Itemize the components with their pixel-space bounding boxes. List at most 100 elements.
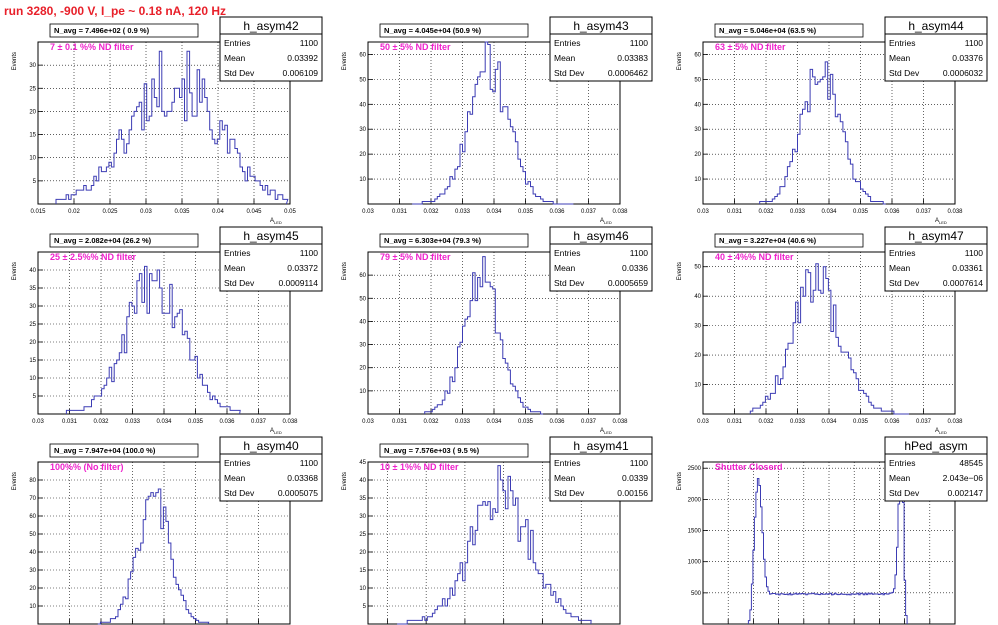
histogram-name: h_asym44 bbox=[908, 19, 964, 33]
x-tick-label: 0.033 bbox=[790, 419, 806, 425]
y-tick-label: 20 bbox=[359, 152, 366, 158]
x-tick-label: 0.032 bbox=[758, 209, 774, 215]
x-tick-label: 0.037 bbox=[581, 209, 597, 215]
header-box bbox=[49, 443, 199, 458]
stat-value: 1100 bbox=[300, 248, 319, 258]
x-axis-title: A bbox=[600, 428, 604, 434]
histogram-line bbox=[412, 41, 574, 205]
y-tick-label: 60 bbox=[29, 514, 36, 520]
x-tick-label: 0.038 bbox=[947, 209, 963, 215]
x-axis-title: A bbox=[935, 218, 939, 224]
y-tick-label: 20 bbox=[359, 366, 366, 372]
histogram-panel-h_asym46: 0.03 0.031 0.032 0.033 0.034 0.035 0.036 0.037 0… bbox=[342, 226, 653, 435]
y-tick-label: 40 bbox=[359, 478, 366, 484]
x-tick-label: 0.03 bbox=[32, 419, 44, 425]
stat-value: 0.0006032 bbox=[943, 68, 983, 78]
stat-value: 0.0005659 bbox=[608, 278, 648, 288]
y-tick-label: 40 bbox=[29, 268, 36, 274]
filter-annotation: 10 ± 1%% ND filter bbox=[380, 462, 459, 472]
stat-label: Entries bbox=[554, 458, 580, 468]
histogram-line bbox=[65, 265, 241, 415]
x-tick-label: 0.036 bbox=[219, 419, 235, 425]
x-tick-label: 0.036 bbox=[884, 419, 900, 425]
y-tick-label: 40 bbox=[359, 102, 366, 108]
stat-label: Std Dev bbox=[224, 488, 255, 498]
y-tick-label: 20 bbox=[29, 109, 36, 115]
histogram-name: h_asym46 bbox=[573, 229, 629, 243]
x-tick-label: 0.03 bbox=[697, 419, 709, 425]
y-axis-title: Events bbox=[12, 472, 18, 490]
y-tick-label: 40 bbox=[694, 294, 701, 300]
header-text: N_avg = 7.947e+04 (100.0 %) bbox=[54, 446, 156, 455]
y-axis-title: Events bbox=[677, 52, 683, 70]
x-tick-label: 0.025 bbox=[102, 209, 118, 215]
header-text: N_avg = 6.303e+04 (79.3 %) bbox=[384, 236, 482, 245]
histogram-name: h_asym40 bbox=[243, 439, 299, 453]
stats-box bbox=[219, 436, 323, 502]
y-tick-label: 10 bbox=[359, 177, 366, 183]
histogram-panel-h_asym41: 0.0280.030.0320.0340.0360.0380.045101520… bbox=[342, 436, 653, 625]
stat-value: 1100 bbox=[300, 458, 319, 468]
stat-label: Std Dev bbox=[889, 278, 920, 288]
x-tick-label: 0.045 bbox=[246, 209, 262, 215]
x-tick-label: 0.031 bbox=[392, 419, 408, 425]
stat-label: Std Dev bbox=[554, 278, 585, 288]
x-tick-label: 0.034 bbox=[156, 419, 172, 425]
histogram-name: h_asym45 bbox=[243, 229, 299, 243]
y-tick-label: 30 bbox=[694, 324, 701, 330]
y-tick-label: 2000 bbox=[688, 497, 702, 503]
stats-box bbox=[884, 436, 988, 502]
stat-label: Std Dev bbox=[554, 488, 585, 498]
x-tick-label: 0.033 bbox=[455, 419, 471, 425]
stat-label: Mean bbox=[224, 53, 246, 63]
y-tick-label: 10 bbox=[29, 376, 36, 382]
y-tick-label: 30 bbox=[29, 63, 36, 69]
y-axis-title: Events bbox=[12, 262, 18, 280]
x-tick-label: 0.035 bbox=[518, 419, 534, 425]
histogram-line bbox=[397, 465, 592, 625]
stat-label: Entries bbox=[224, 38, 250, 48]
histogram-name: h_asym43 bbox=[573, 19, 629, 33]
y-tick-label: 30 bbox=[359, 514, 366, 520]
y-tick-label: 30 bbox=[359, 127, 366, 133]
histogram-panel-h_asym45: 0.03 0.031 0.032 0.033 0.034 0.035 0.036 0.037 0… bbox=[12, 226, 323, 435]
y-tick-label: 80 bbox=[29, 478, 36, 484]
stat-label: Mean bbox=[889, 263, 911, 273]
histogram-line bbox=[55, 50, 289, 205]
header-box bbox=[714, 233, 864, 248]
x-tick-label: 0.034 bbox=[486, 419, 502, 425]
y-axis-title: Events bbox=[12, 52, 18, 70]
y-tick-label: 25 bbox=[29, 86, 36, 92]
y-tick-label: 50 bbox=[359, 296, 366, 302]
filter-annotation: 100%% (No filter) bbox=[50, 462, 124, 472]
header-box bbox=[379, 233, 529, 248]
stat-value: 2.043e−06 bbox=[943, 473, 984, 483]
x-tick-label: 0.033 bbox=[455, 209, 471, 215]
y-tick-label: 30 bbox=[29, 304, 36, 310]
y-tick-label: 2500 bbox=[688, 466, 702, 472]
stat-value: 0.0007614 bbox=[943, 278, 983, 288]
x-tick-label: 0.038 bbox=[947, 419, 963, 425]
x-tick-label: 0.03 bbox=[362, 419, 374, 425]
stat-label: Entries bbox=[889, 458, 915, 468]
x-tick-label: 0.04 bbox=[212, 209, 224, 215]
y-axis-title: Events bbox=[342, 262, 348, 280]
y-tick-label: 60 bbox=[359, 273, 366, 279]
x-tick-label: 0.034 bbox=[821, 209, 837, 215]
stat-value: 0.03383 bbox=[617, 53, 648, 63]
stat-label: Mean bbox=[224, 263, 246, 273]
x-tick-label: 0.033 bbox=[790, 209, 806, 215]
y-tick-label: 15 bbox=[29, 133, 36, 139]
x-tick-label: 0.031 bbox=[392, 209, 408, 215]
stats-box bbox=[884, 16, 988, 82]
y-tick-label: 25 bbox=[29, 322, 36, 328]
stat-label: Mean bbox=[889, 473, 911, 483]
x-tick-label: 0.035 bbox=[188, 419, 204, 425]
x-axis-subscript: LED bbox=[939, 430, 947, 435]
y-tick-label: 10 bbox=[29, 604, 36, 610]
y-tick-label: 60 bbox=[359, 52, 366, 58]
y-tick-label: 50 bbox=[359, 77, 366, 83]
header-box bbox=[49, 23, 199, 38]
x-tick-label: 0.032 bbox=[423, 419, 439, 425]
